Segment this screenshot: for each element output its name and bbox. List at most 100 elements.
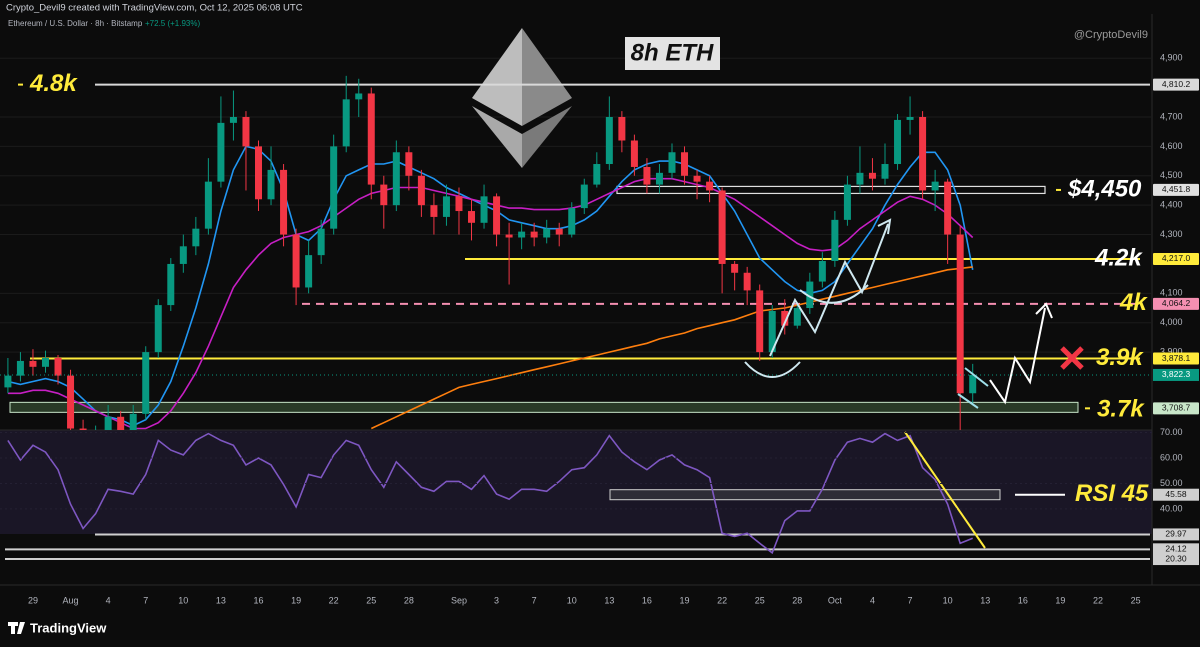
candle-body: [29, 360, 37, 367]
candle-body: [355, 93, 363, 100]
candle-body: [192, 228, 200, 247]
x-tick-label: 13: [216, 595, 226, 605]
candle-body: [530, 231, 538, 238]
brand-logo: [8, 622, 25, 634]
y-tick-label: 4,100: [1160, 288, 1183, 298]
x-tick-label: 19: [291, 595, 301, 605]
candle-body: [806, 281, 814, 309]
candle-body: [104, 416, 112, 430]
x-tick-label: 7: [908, 595, 913, 605]
x-tick-label: 28: [792, 595, 802, 605]
candle-body: [856, 172, 864, 185]
candle-body: [367, 93, 375, 185]
candle-body: [480, 196, 488, 223]
arrow-head: [877, 218, 892, 235]
candle-body: [217, 122, 225, 182]
rsi-tag: [1153, 528, 1199, 541]
candle-body: [204, 181, 212, 229]
x-tick-label: Sep: [451, 595, 467, 605]
candle-body: [179, 246, 187, 264]
price-tag-label: 4,451.8: [1162, 184, 1191, 194]
candle-body: [317, 228, 325, 256]
rsi-tag: [1153, 553, 1199, 566]
bottom-arc: [744, 361, 801, 378]
credit: Crypto_Devil9 created with TradingView.c…: [6, 3, 303, 14]
candle-body: [154, 305, 162, 353]
candle-body: [956, 234, 964, 394]
price-change: +72.5 (+1.93%): [145, 19, 200, 28]
rsi-tick-label: 50.00: [1160, 478, 1183, 488]
candle-body: [392, 152, 400, 206]
x-tick-label: 4: [870, 595, 875, 605]
y-tick-label: 4,600: [1160, 141, 1183, 151]
level-label: 4k: [1119, 289, 1148, 316]
candle-body: [580, 184, 588, 209]
candle-body: [417, 175, 425, 206]
rsi-tag-label: 24.12: [1165, 544, 1187, 554]
candle-body: [330, 146, 338, 229]
brand-name: TradingView: [30, 620, 107, 635]
price-tag: [1153, 352, 1199, 365]
rsi-tick-label: 70.00: [1160, 427, 1183, 437]
x-tick-label: Oct: [828, 595, 843, 605]
x-tick-label: 16: [642, 595, 652, 605]
moving-average: [7, 177, 974, 430]
rsi-trendline: [904, 431, 986, 549]
price-tag-label: 4,064.2: [1162, 298, 1191, 308]
projection-arrow: [989, 307, 1046, 405]
channel-line: [957, 393, 979, 409]
candle-body: [405, 152, 413, 176]
candle-body: [430, 205, 438, 217]
title-box: [625, 37, 720, 70]
candle-body: [342, 99, 350, 147]
x-tick-label: Aug: [63, 595, 79, 605]
candle-body: [555, 228, 563, 235]
candle-body: [818, 261, 826, 282]
candle-body: [568, 208, 576, 235]
candle-body: [831, 219, 839, 262]
y-tick-label: 4,900: [1160, 53, 1183, 63]
rsi-line: [7, 432, 974, 555]
candle-body: [781, 310, 789, 326]
candle-body: [229, 116, 237, 123]
x-tick-label: 25: [755, 595, 765, 605]
candle-body: [931, 181, 939, 191]
price-tag-label: 3,878.1: [1162, 353, 1191, 363]
channel-line: [964, 367, 989, 387]
candle-body: [79, 428, 87, 430]
x-tick-label: 7: [143, 595, 148, 605]
x-tick-label: 10: [178, 595, 188, 605]
candle-body: [605, 116, 613, 165]
candle-body: [117, 416, 125, 430]
candle-body: [292, 234, 300, 288]
x-tick-label: 22: [717, 595, 727, 605]
rsi-level-label: RSI 45: [1075, 480, 1149, 507]
x-tick-label: 22: [329, 595, 339, 605]
price-tag-label: 3,708.7: [1162, 403, 1191, 413]
candle-body: [793, 308, 801, 326]
candle-body: [4, 375, 12, 388]
candle-body: [618, 116, 626, 141]
y-tick-label: 4,500: [1160, 170, 1183, 180]
rsi-tick-label: 60.00: [1160, 452, 1183, 462]
candle-body: [693, 175, 701, 182]
candle-body: [543, 228, 551, 238]
x-tick-label: 4: [106, 595, 111, 605]
x-tick-label: 10: [567, 595, 577, 605]
x-tick-label: 7: [532, 595, 537, 605]
level-label: 3.9k: [1096, 344, 1144, 371]
rsi-tick-label: 40.00: [1160, 503, 1183, 513]
candle-body: [944, 181, 952, 235]
candle-body: [242, 116, 250, 147]
rsi-tag: [1153, 488, 1199, 501]
x-tick-label: 16: [1018, 595, 1028, 605]
brand: TradingView: [8, 620, 107, 635]
candle-body: [630, 140, 638, 167]
candle-body: [280, 169, 288, 235]
level-label: $4,450: [1067, 175, 1142, 202]
x-tick-label: 25: [366, 595, 376, 605]
candle-body: [129, 413, 137, 430]
rsi-tag-label: 20.30: [1165, 553, 1187, 563]
x-tick-label: 25: [1131, 595, 1141, 605]
